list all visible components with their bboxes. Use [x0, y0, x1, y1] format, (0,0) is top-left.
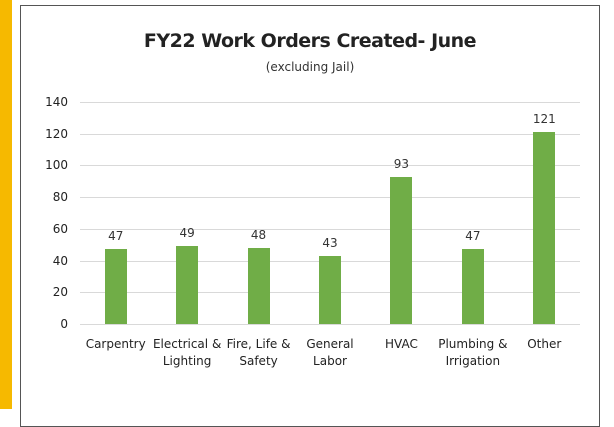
bar — [461, 249, 484, 324]
bar — [319, 255, 341, 324]
y-tick-label: 80 — [52, 190, 68, 205]
y-tick-label: 140 — [45, 95, 68, 109]
grid-line — [80, 102, 580, 103]
x-tick-label: Plumbing & Irrigation — [438, 337, 508, 368]
x-tick-label: General Labor — [306, 337, 354, 368]
grid-line — [80, 197, 580, 198]
grid-line — [80, 165, 580, 166]
value-label: 121 — [532, 112, 556, 127]
side-strip — [0, 0, 12, 409]
chart-subtitle: (excluding Jail) — [265, 60, 355, 74]
y-tick-label: 60 — [52, 221, 68, 236]
x-tick-label: Fire, Life & Safety — [226, 337, 291, 368]
y-tick-label: 40 — [52, 253, 68, 268]
y-tick-label: 120 — [45, 126, 68, 141]
bar — [176, 246, 199, 324]
bar — [104, 249, 127, 324]
value-label: 47 — [108, 229, 124, 244]
value-label: 43 — [322, 235, 338, 250]
x-tick-label: Electrical & Lighting — [152, 337, 222, 368]
bar — [247, 247, 270, 324]
grid-line — [80, 324, 580, 325]
y-tick-label: 0 — [60, 317, 68, 331]
bar — [390, 176, 413, 324]
grid-line — [80, 134, 580, 135]
value-label: 47 — [465, 229, 481, 244]
value-label: 48 — [250, 227, 267, 242]
chart-title: FY22 Work Orders Created- June — [143, 30, 477, 52]
bar — [533, 132, 556, 324]
value-label: 49 — [179, 226, 195, 241]
value-label: 93 — [393, 156, 410, 171]
grid-line — [80, 229, 580, 230]
y-tick-label: 20 — [52, 285, 68, 300]
y-tick-label: 100 — [45, 158, 68, 173]
page: FY22 Work Orders Created- June (excludin… — [0, 0, 600, 427]
x-tick-label: Other — [527, 337, 562, 351]
x-tick-label: Carpentry — [85, 337, 146, 351]
x-tick-label: HVAC — [385, 337, 418, 351]
